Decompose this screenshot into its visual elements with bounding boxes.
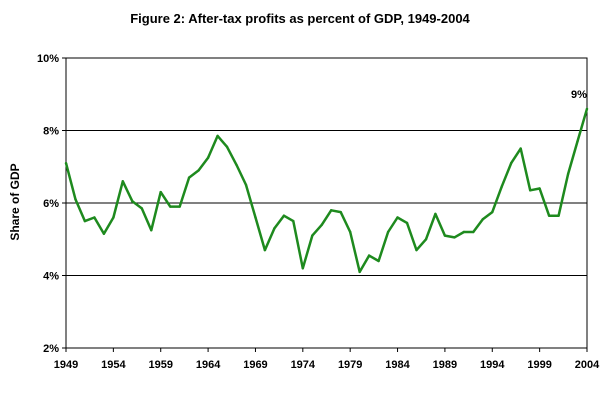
data-point-1997 bbox=[519, 147, 522, 150]
data-point-1986 bbox=[415, 248, 418, 252]
annotation-label: 9% bbox=[571, 89, 587, 101]
data-point-1961 bbox=[178, 205, 181, 208]
y-axis-ticks: 2% 4% 6% 8% 10% bbox=[37, 53, 66, 355]
data-point-1988 bbox=[434, 212, 437, 216]
data-point-1971 bbox=[273, 227, 276, 230]
x-tick-label: 1949 bbox=[54, 359, 78, 371]
data-point-1957 bbox=[140, 207, 143, 210]
data-point-1958 bbox=[150, 229, 153, 232]
y-tick-label: 10% bbox=[37, 53, 59, 65]
y-axis-label: Share of GDP bbox=[8, 163, 22, 240]
y-tick-label: 4% bbox=[43, 271, 59, 283]
data-point-1979 bbox=[349, 230, 352, 234]
data-point-1966 bbox=[225, 145, 229, 148]
data-point-1992 bbox=[472, 230, 475, 234]
data-point-1959 bbox=[159, 190, 162, 194]
data-point-1990 bbox=[453, 236, 456, 239]
data-point-1963 bbox=[197, 169, 200, 172]
series-group bbox=[64, 108, 589, 274]
data-point-1987 bbox=[424, 238, 428, 241]
y-tick-label: 8% bbox=[43, 126, 59, 138]
x-axis-ticks: 1949 1954 1959 1964 1969 1974 1979 1984 1989 1994… bbox=[54, 348, 600, 371]
data-point-1981 bbox=[367, 254, 371, 257]
data-point-1972 bbox=[282, 214, 286, 217]
x-tick-label: 1984 bbox=[385, 359, 410, 371]
x-tick-label: 1959 bbox=[148, 359, 172, 371]
data-point-2003 bbox=[576, 140, 579, 143]
data-point-1984 bbox=[396, 216, 399, 219]
y-tick-label: 6% bbox=[43, 198, 59, 210]
chart-title: Figure 2: After-tax profits as percent o… bbox=[130, 11, 470, 26]
data-point-1955 bbox=[121, 180, 125, 183]
data-point-1994 bbox=[491, 210, 494, 214]
data-point-1954 bbox=[112, 216, 115, 219]
data-point-1999 bbox=[538, 187, 541, 190]
series-line-profits bbox=[64, 108, 589, 274]
data-point-1977 bbox=[330, 209, 333, 212]
x-tick-label: 1974 bbox=[291, 359, 316, 371]
data-point-1991 bbox=[462, 230, 466, 234]
data-point-1975 bbox=[311, 234, 314, 237]
data-point-1974 bbox=[301, 267, 304, 270]
data-point-1968 bbox=[244, 183, 248, 187]
data-point-1995 bbox=[500, 185, 503, 188]
data-point-1962 bbox=[187, 176, 191, 179]
data-point-1970 bbox=[263, 248, 267, 252]
data-point-1983 bbox=[386, 230, 390, 234]
data-point-1976 bbox=[320, 223, 323, 226]
data-point-1949 bbox=[64, 161, 68, 165]
data-point-1967 bbox=[235, 163, 238, 167]
data-point-1982 bbox=[377, 259, 380, 263]
grid-lines bbox=[66, 130, 587, 276]
data-points bbox=[64, 107, 589, 274]
y-tick-label: 2% bbox=[43, 343, 59, 355]
data-point-2002 bbox=[566, 172, 570, 176]
x-tick-label: 1954 bbox=[101, 359, 126, 371]
data-point-1950 bbox=[74, 198, 77, 201]
data-point-1989 bbox=[443, 234, 447, 237]
data-point-1951 bbox=[83, 219, 87, 223]
data-point-1965 bbox=[216, 134, 219, 138]
data-point-1998 bbox=[529, 189, 532, 192]
data-point-1960 bbox=[169, 205, 172, 208]
x-tick-label: 1994 bbox=[480, 359, 505, 371]
data-point-1952 bbox=[93, 216, 96, 219]
data-point-1980 bbox=[358, 270, 361, 274]
x-tick-label: 1969 bbox=[243, 359, 267, 371]
data-point-1973 bbox=[292, 219, 295, 223]
x-tick-label: 1979 bbox=[338, 359, 362, 371]
x-tick-label: 1999 bbox=[527, 359, 551, 371]
x-tick-label: 1964 bbox=[196, 359, 221, 371]
data-point-1985 bbox=[405, 221, 409, 225]
data-point-1969 bbox=[254, 216, 257, 219]
x-tick-label: 2004 bbox=[575, 359, 600, 371]
x-tick-label: 1989 bbox=[433, 359, 457, 371]
annotations: 9% bbox=[571, 89, 587, 101]
data-point-2000 bbox=[547, 214, 551, 217]
data-point-1953 bbox=[102, 232, 106, 235]
plot-area-frame bbox=[65, 57, 588, 349]
data-point-1996 bbox=[510, 161, 513, 165]
data-point-1956 bbox=[131, 200, 134, 203]
data-point-2004 bbox=[585, 107, 589, 111]
data-point-1964 bbox=[206, 156, 210, 159]
data-point-1978 bbox=[339, 210, 342, 214]
data-point-1993 bbox=[481, 218, 484, 221]
data-point-2001 bbox=[557, 214, 560, 217]
